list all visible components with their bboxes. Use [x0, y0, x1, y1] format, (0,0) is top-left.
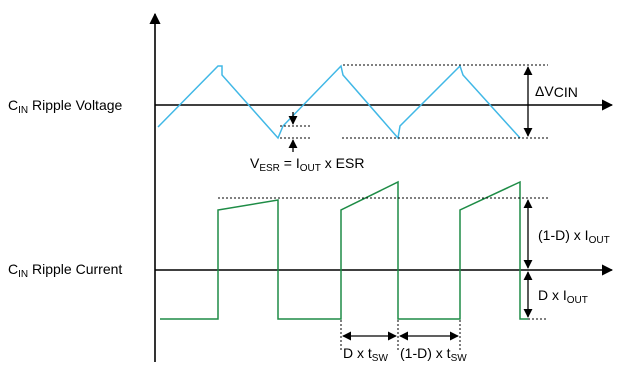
one-minus-d-tsw-label: (1-D) x tSW	[400, 345, 467, 364]
one-minus-d-iout-label: (1-D) x IOUT	[538, 227, 610, 246]
voltage-row-label: CIN Ripple Voltage	[8, 97, 123, 116]
vesr-equation-label: VESR = IOUT x ESR	[250, 155, 364, 174]
d-tsw-label: D x tSW	[343, 345, 388, 364]
current-row-label: CIN Ripple Current	[8, 261, 122, 280]
d-iout-label: D x IOUT	[538, 287, 588, 306]
ripple-voltage-waveform	[157, 64, 521, 140]
ripple-current-waveform	[160, 180, 528, 320]
delta-v-cin-label: ΔVCIN	[535, 83, 578, 100]
